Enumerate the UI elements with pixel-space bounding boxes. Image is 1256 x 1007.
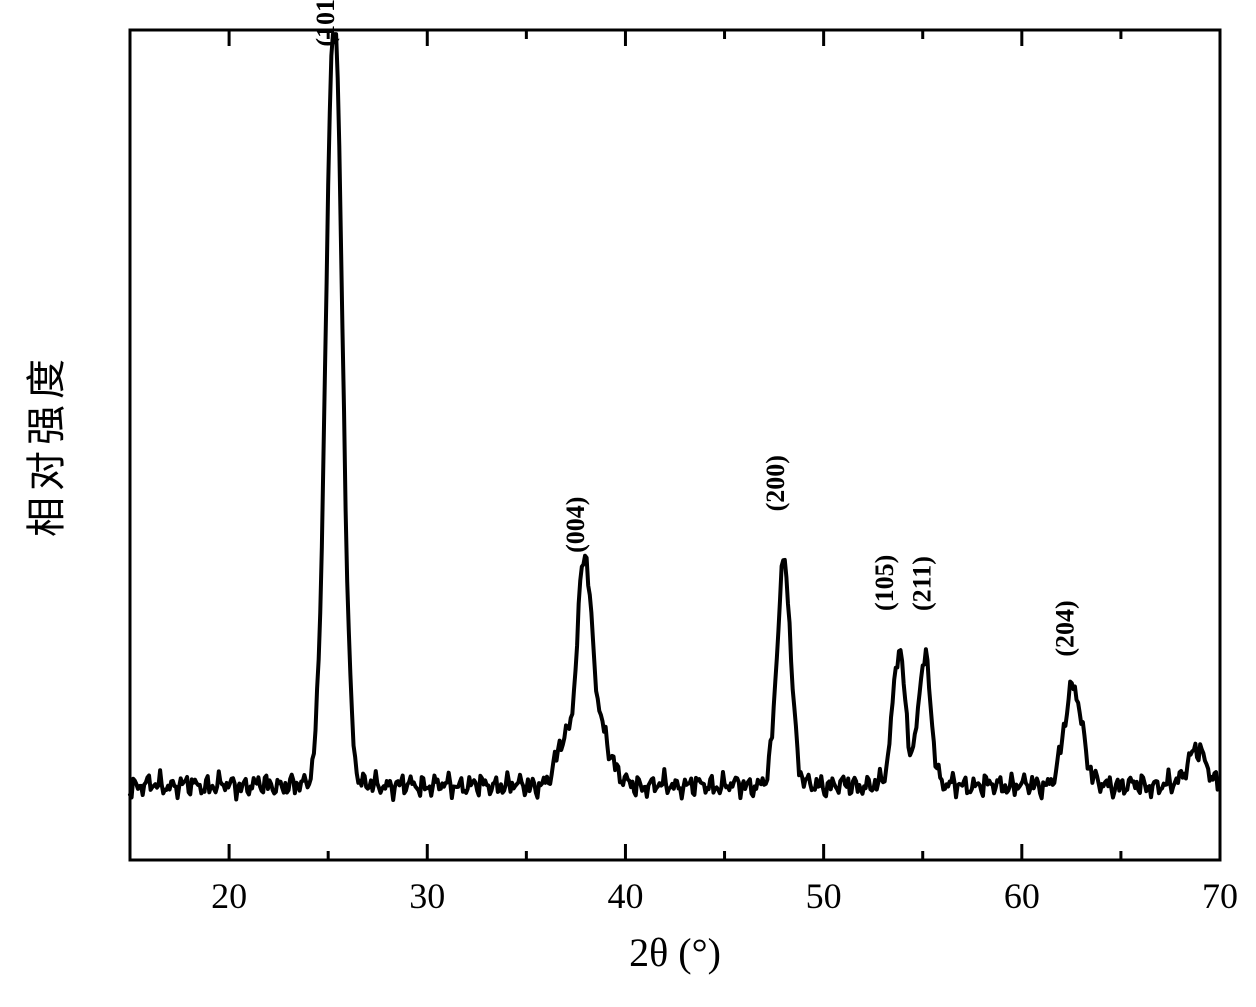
xrd-chart: 20 30 40 50 60 70 2θ (°) 相对强度 (101) (004) (200) (10… <box>0 0 1256 1007</box>
x-axis-label: 2θ (°) <box>629 930 721 975</box>
y-axis-label: 相对强度 <box>24 353 69 537</box>
peak-label: (211) <box>908 556 937 611</box>
x-tick-label: 70 <box>1202 876 1238 916</box>
x-tick-label: 60 <box>1004 876 1040 916</box>
peak-label: (004) <box>561 497 590 553</box>
x-tick-label: 30 <box>409 876 445 916</box>
peak-label: (204) <box>1050 600 1079 656</box>
x-tick-label: 50 <box>806 876 842 916</box>
x-tick-label: 20 <box>211 876 247 916</box>
peak-label: (200) <box>761 455 790 511</box>
peak-label: (101) <box>311 0 340 47</box>
x-tick-label: 40 <box>607 876 643 916</box>
peak-label: (105) <box>870 555 899 611</box>
chart-container: { "chart": { "type": "xrd-line", "width"… <box>0 0 1256 1007</box>
